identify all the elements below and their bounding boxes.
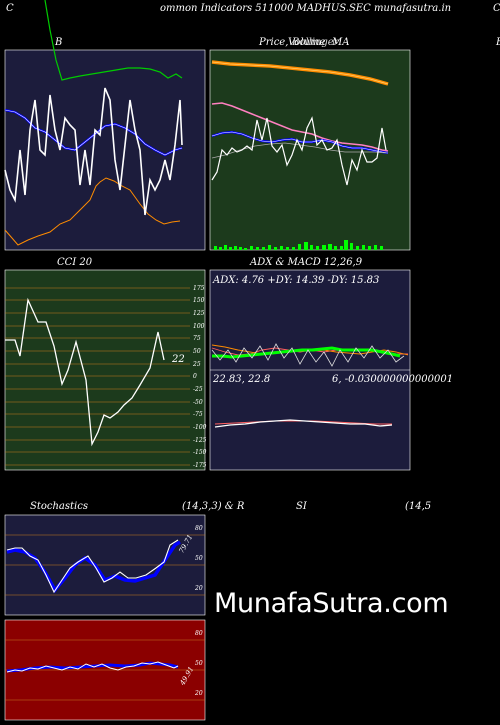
cci-tick-labels: 175 150 125 100 75 50 25 0 -25 -50 -75 -… bbox=[192, 285, 207, 469]
stochastics-params: (14,3,3) & R bbox=[182, 501, 245, 512]
rsi-params: (14,5 bbox=[405, 501, 432, 512]
rsi-tick: 20 bbox=[194, 690, 203, 697]
cci-tick: 75 bbox=[193, 335, 201, 342]
cci-tick: 100 bbox=[193, 323, 205, 330]
cci-tick: -150 bbox=[193, 449, 207, 456]
cci-label: CCI 20 bbox=[57, 257, 93, 268]
cci-chart: 175 150 125 100 75 50 25 0 -25 -50 -75 -… bbox=[4, 269, 207, 471]
cci-current-value: 22 bbox=[172, 354, 185, 365]
bollinger-label: B bbox=[55, 37, 63, 48]
cci-tick: 150 bbox=[193, 297, 205, 304]
stoch-tick: 20 bbox=[194, 585, 203, 592]
price-right-edge-label: B bbox=[496, 37, 500, 48]
cci-tick: 125 bbox=[193, 310, 205, 317]
macd-values-right: 6, -0.030000000000001 bbox=[332, 374, 454, 385]
bollinger-overlap-label: Bollinger bbox=[292, 37, 339, 48]
rsi-label: SI bbox=[296, 501, 307, 512]
volume-label: Volume bbox=[288, 37, 326, 48]
cci-tick: -50 bbox=[193, 399, 203, 406]
stoch-tick: 50 bbox=[195, 555, 203, 562]
price-chart bbox=[0, 0, 500, 260]
stoch-tick: 80 bbox=[195, 525, 203, 532]
watermark: MunafaSutra.com bbox=[214, 588, 449, 619]
header-right-letter: C bbox=[493, 3, 500, 14]
header-title: ommon Indicators 511000 MADHUS.SEC munaf… bbox=[160, 3, 452, 14]
stochastics-label: Stochastics bbox=[30, 501, 88, 512]
cci-tick: -125 bbox=[193, 437, 207, 444]
header-left-letter: C bbox=[6, 3, 14, 14]
price-label: Price, bbox=[259, 37, 289, 48]
rsi-tick: 80 bbox=[195, 630, 203, 637]
cci-tick: 50 bbox=[193, 348, 201, 355]
adx-values: ADX: 4.76 +DY: 14.39 -DY: 15.83 bbox=[213, 275, 380, 286]
cci-tick: -175 bbox=[193, 462, 207, 469]
cci-tick: -25 bbox=[193, 386, 203, 393]
macd-values-left: 22.83, 22.8 bbox=[213, 374, 271, 385]
rsi-tick: 50 bbox=[195, 660, 203, 667]
cci-tick: 25 bbox=[192, 361, 201, 368]
cci-tick: -75 bbox=[193, 411, 203, 418]
adx-macd-chart bbox=[209, 269, 411, 471]
ma-label: MA bbox=[332, 37, 350, 48]
cci-tick: 175 bbox=[193, 285, 205, 292]
cci-tick: -100 bbox=[193, 424, 207, 431]
bollinger-chart bbox=[0, 0, 500, 260]
adx-macd-label: ADX & MACD 12,26,9 bbox=[250, 257, 363, 268]
cci-tick: 0 bbox=[193, 373, 197, 380]
